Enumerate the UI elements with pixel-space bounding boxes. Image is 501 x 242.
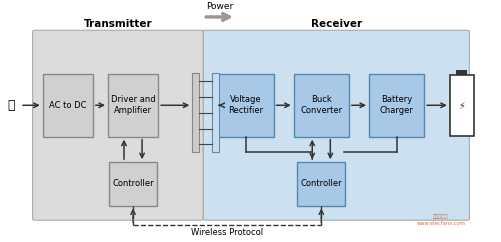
FancyBboxPatch shape	[293, 74, 348, 137]
FancyBboxPatch shape	[203, 30, 468, 220]
FancyBboxPatch shape	[368, 74, 423, 137]
FancyBboxPatch shape	[449, 75, 473, 136]
Text: Transmitter: Transmitter	[84, 19, 152, 29]
Text: Battery
Charger: Battery Charger	[379, 95, 413, 115]
Text: Buck
Converter: Buck Converter	[300, 95, 342, 115]
Text: Controller: Controller	[112, 179, 153, 189]
Bar	[212, 73, 219, 152]
Text: 电子发烧友
www.elecfans.com: 电子发烧友 www.elecfans.com	[415, 214, 464, 226]
FancyBboxPatch shape	[43, 74, 93, 137]
Text: Controller: Controller	[300, 179, 341, 189]
Text: Receiver: Receiver	[310, 19, 361, 29]
Text: Voltage
Rectifier: Voltage Rectifier	[228, 95, 263, 115]
FancyBboxPatch shape	[33, 30, 203, 220]
FancyBboxPatch shape	[297, 162, 345, 206]
Text: Driver and
Amplifier: Driver and Amplifier	[111, 95, 155, 115]
Bar	[455, 70, 466, 75]
Text: Wireless Protocol: Wireless Protocol	[191, 228, 263, 237]
FancyBboxPatch shape	[218, 74, 273, 137]
FancyBboxPatch shape	[109, 162, 156, 206]
Bar	[192, 73, 199, 152]
Text: Power: Power	[205, 1, 233, 11]
Text: 🔌: 🔌	[8, 99, 15, 112]
Text: ⚡: ⚡	[457, 100, 464, 110]
FancyBboxPatch shape	[108, 74, 158, 137]
Text: AC to DC: AC to DC	[49, 101, 86, 110]
